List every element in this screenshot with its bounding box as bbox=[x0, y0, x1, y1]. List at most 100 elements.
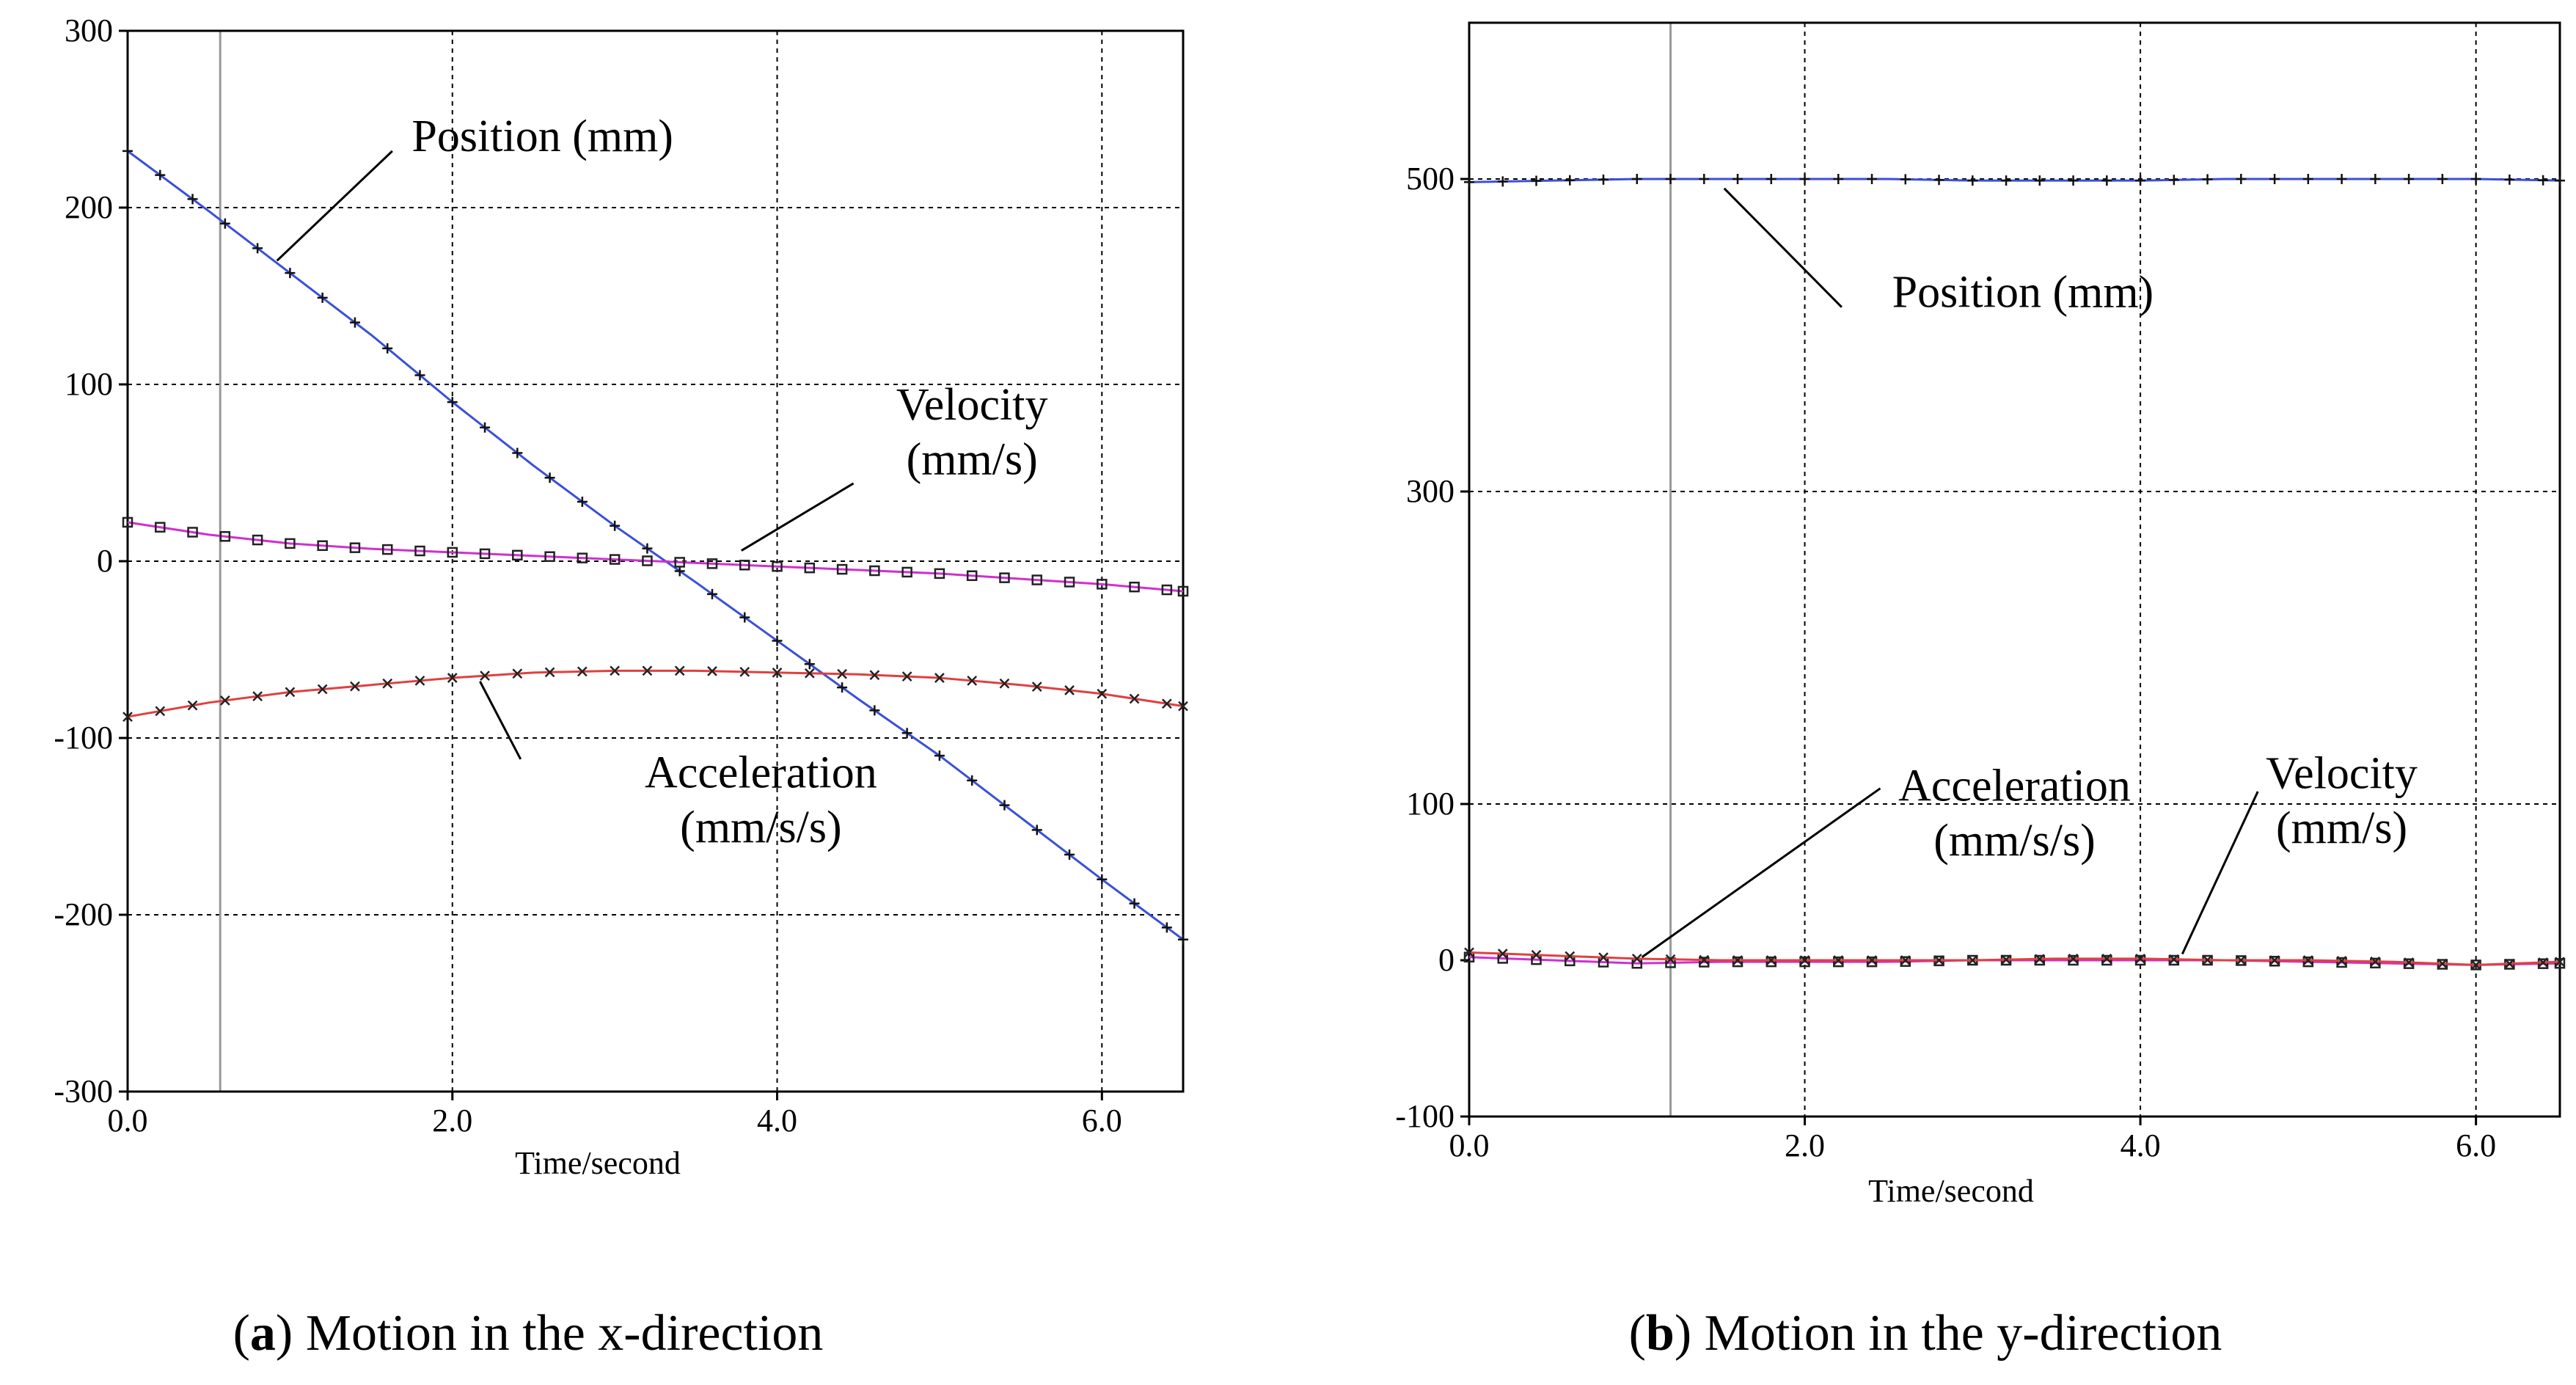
annotation-label: Acceleration (mm/s/s) bbox=[1898, 761, 2131, 866]
marker-velocity bbox=[869, 565, 880, 577]
marker-acceleration bbox=[2437, 958, 2448, 969]
marker-position bbox=[155, 169, 166, 180]
y-tick-label: 0 bbox=[97, 543, 113, 579]
marker-acceleration bbox=[1464, 947, 1474, 958]
marker-position bbox=[739, 612, 750, 623]
marker-position bbox=[1765, 174, 1777, 184]
marker-velocity bbox=[2134, 954, 2146, 966]
marker-position bbox=[349, 317, 360, 328]
marker-position bbox=[285, 268, 296, 279]
x-tick-label: 2.0 bbox=[1785, 1128, 1825, 1163]
annotation-label: Position (mm) bbox=[411, 112, 673, 161]
marker-acceleration bbox=[1161, 698, 1172, 709]
y-tick-label: 100 bbox=[1406, 786, 1455, 822]
marker-position bbox=[382, 343, 393, 354]
marker-position bbox=[447, 397, 458, 408]
marker-acceleration bbox=[804, 668, 815, 679]
x-tick-label: 0.0 bbox=[108, 1103, 148, 1139]
x-tick-label: 2.0 bbox=[432, 1103, 472, 1139]
marker-acceleration bbox=[707, 666, 717, 676]
caption-text: Motion in the y-direction bbox=[1691, 1305, 2222, 1362]
annotation-label: Velocity (mm/s) bbox=[2266, 749, 2418, 853]
marker-position bbox=[2437, 174, 2448, 184]
marker-velocity bbox=[187, 527, 198, 538]
y-tick-label: -100 bbox=[54, 720, 113, 756]
y-tick-label: 200 bbox=[65, 189, 113, 225]
marker-position bbox=[2269, 174, 2280, 184]
marker-velocity bbox=[1765, 956, 1777, 968]
marker-position bbox=[2236, 174, 2247, 184]
plot-frame bbox=[1468, 21, 2561, 1118]
marker-acceleration bbox=[2404, 957, 2414, 968]
marker-acceleration bbox=[2236, 955, 2247, 965]
marker-position bbox=[1464, 177, 1474, 188]
marker-acceleration bbox=[1064, 685, 1075, 695]
marker-velocity bbox=[252, 534, 263, 546]
marker-position bbox=[1967, 175, 1978, 186]
x-axis-label: Time/second bbox=[1868, 1173, 2034, 1209]
marker-acceleration bbox=[219, 695, 230, 706]
y-tick-label: -100 bbox=[1395, 1098, 1455, 1134]
marker-position bbox=[1799, 174, 1810, 184]
marker-position bbox=[2068, 175, 2079, 186]
marker-position bbox=[187, 194, 198, 205]
marker-position bbox=[999, 800, 1010, 811]
marker-acceleration bbox=[1732, 955, 1743, 965]
marker-position bbox=[804, 659, 815, 670]
marker-acceleration bbox=[2034, 954, 2045, 965]
marker-velocity bbox=[674, 557, 685, 568]
annotation-line: Position (mm) bbox=[1892, 268, 2154, 318]
marker-velocity bbox=[544, 551, 555, 562]
marker-position bbox=[1161, 922, 1172, 933]
marker-acceleration bbox=[155, 706, 166, 717]
marker-velocity bbox=[577, 552, 588, 563]
marker-velocity bbox=[966, 570, 978, 582]
marker-acceleration bbox=[1867, 955, 1877, 965]
marker-acceleration bbox=[480, 670, 490, 681]
marker-position bbox=[901, 728, 912, 739]
annotation-leader-line bbox=[741, 482, 855, 552]
marker-velocity bbox=[1177, 585, 1189, 597]
marker-position bbox=[1665, 174, 1676, 184]
marker-velocity bbox=[122, 516, 133, 528]
marker-velocity bbox=[317, 540, 328, 552]
y-tick-label: 300 bbox=[1406, 473, 1455, 509]
marker-acceleration bbox=[2269, 955, 2280, 965]
marker-acceleration bbox=[544, 667, 555, 678]
marker-position bbox=[1097, 874, 1108, 885]
marker-position bbox=[1867, 174, 1878, 184]
marker-acceleration bbox=[1178, 701, 1188, 712]
marker-velocity bbox=[1699, 957, 1710, 968]
marker-velocity bbox=[901, 566, 912, 578]
annotation-line: (mm/s/s) bbox=[680, 803, 841, 852]
marker-position bbox=[1900, 174, 1911, 185]
marker-position bbox=[2202, 174, 2213, 185]
marker-acceleration bbox=[2202, 954, 2213, 965]
marker-position bbox=[2538, 175, 2549, 186]
marker-acceleration bbox=[2101, 953, 2112, 964]
annotation-line: Velocity bbox=[2266, 749, 2418, 799]
marker-position bbox=[2504, 174, 2515, 185]
marker-acceleration bbox=[1665, 954, 1676, 965]
annotation-leader-line bbox=[1641, 787, 1881, 958]
marker-acceleration bbox=[512, 668, 523, 679]
marker-position bbox=[414, 370, 425, 381]
marker-velocity bbox=[1129, 581, 1140, 593]
marker-acceleration bbox=[772, 667, 783, 678]
marker-position bbox=[1933, 175, 1944, 186]
annotation-line: (mm/s/s) bbox=[1933, 816, 2095, 866]
marker-velocity bbox=[772, 560, 783, 572]
marker-acceleration bbox=[2001, 954, 2011, 965]
marker-acceleration bbox=[252, 691, 263, 702]
marker-position bbox=[967, 775, 978, 786]
marker-acceleration bbox=[967, 676, 978, 686]
caption-text: Motion in the x-direction bbox=[293, 1305, 823, 1362]
series-line-acceleration bbox=[127, 669, 1184, 718]
marker-velocity bbox=[381, 544, 393, 555]
marker-velocity bbox=[2554, 958, 2566, 969]
marker-acceleration bbox=[2470, 960, 2481, 971]
marker-acceleration bbox=[1833, 955, 1844, 965]
marker-position bbox=[1178, 934, 1188, 945]
marker-acceleration bbox=[901, 671, 912, 682]
